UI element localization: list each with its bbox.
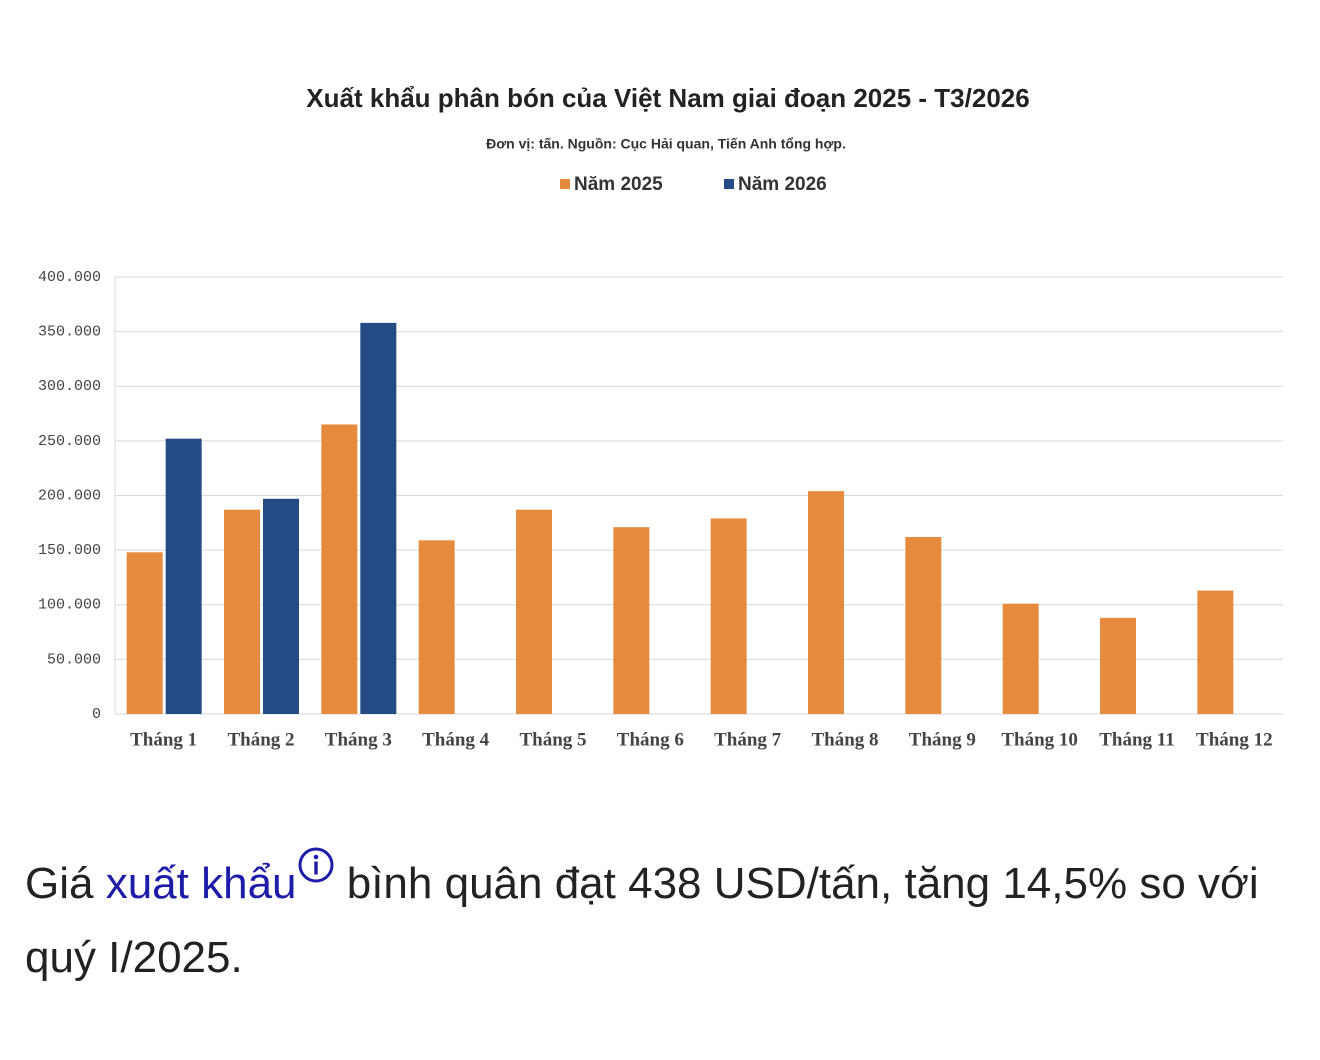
article-text: Giá: [25, 859, 106, 908]
y-tick-label: 350.000: [38, 324, 101, 341]
x-tick-label: Tháng 4: [422, 729, 490, 750]
bar: [224, 509, 260, 714]
bar: [418, 540, 455, 714]
y-tick-label: 50.000: [47, 651, 101, 668]
x-tick-label: Tháng 3: [325, 729, 392, 750]
bar: [165, 438, 202, 714]
chart-title: Xuất khẩu phân bón của Việt Nam giai đoạ…: [306, 83, 1029, 113]
article-text: bình quân đạt 438 USD/tấn, tăng 14,5% so…: [25, 859, 1259, 982]
bar: [321, 424, 358, 714]
x-tick-label: Tháng 10: [1001, 729, 1078, 750]
chart: Xuất khẩu phân bón của Việt Nam giai đoạ…: [38, 83, 1283, 750]
bar: [613, 527, 650, 714]
x-tick-label: Tháng 12: [1196, 729, 1273, 750]
legend-label: Năm 2025: [574, 174, 663, 195]
x-tick-label: Tháng 9: [909, 729, 976, 750]
x-tick-label: Tháng 2: [227, 729, 294, 750]
bar: [808, 491, 844, 714]
chart-subtitle: Đơn vị: tấn. Nguồn: Cục Hải quan, Tiến A…: [486, 136, 846, 152]
legend-label: Năm 2026: [738, 174, 827, 195]
x-tick-label: Tháng 11: [1099, 729, 1175, 750]
y-tick-label: 200.000: [38, 487, 101, 504]
y-tick-label: 400.000: [38, 269, 101, 286]
bar: [126, 552, 163, 714]
y-tick-label: 0: [92, 706, 101, 723]
bar: [360, 322, 397, 714]
x-tick-label: Tháng 7: [714, 729, 782, 750]
bar: [263, 498, 299, 714]
y-tick-label: 250.000: [38, 433, 101, 450]
x-tick-label: Tháng 5: [519, 729, 586, 750]
article-link[interactable]: xuất khẩu: [105, 859, 297, 908]
bar: [710, 518, 747, 714]
info-icon[interactable]: [297, 846, 335, 884]
y-tick-label: 300.000: [38, 378, 101, 395]
y-tick-label: 100.000: [38, 597, 101, 614]
bar: [1002, 603, 1039, 714]
x-tick-label: Tháng 8: [811, 729, 878, 750]
article-paragraph: Giá xuất khẩu bình quân đạt 438 USD/tấn,…: [25, 846, 1305, 995]
y-tick-label: 150.000: [38, 542, 101, 559]
x-tick-label: Tháng 6: [617, 729, 684, 750]
bar: [516, 509, 552, 714]
legend-swatch: [560, 179, 570, 189]
bar: [1197, 590, 1234, 714]
x-tick-label: Tháng 1: [130, 729, 197, 750]
bar: [905, 537, 942, 714]
bar: [1100, 617, 1136, 714]
legend-swatch: [724, 179, 734, 189]
